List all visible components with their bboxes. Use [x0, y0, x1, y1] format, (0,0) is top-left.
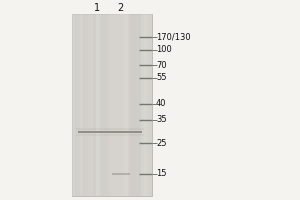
Bar	[80, 14, 83, 196]
Bar	[93, 14, 96, 196]
Bar	[75, 14, 77, 196]
Bar	[133, 14, 136, 196]
Text: 100: 100	[156, 46, 172, 54]
Bar	[141, 14, 144, 196]
Bar	[76, 128, 144, 130]
Bar	[149, 14, 152, 196]
Bar	[131, 14, 133, 196]
Bar	[88, 14, 91, 196]
Bar	[96, 14, 99, 196]
Bar	[112, 14, 115, 196]
Text: 15: 15	[156, 170, 166, 178]
Text: 35: 35	[156, 116, 166, 124]
Bar	[76, 134, 144, 136]
Text: 25: 25	[156, 138, 166, 148]
Text: 2: 2	[117, 3, 123, 13]
Text: 55: 55	[156, 73, 166, 82]
Bar	[77, 14, 80, 196]
Bar	[144, 14, 147, 196]
Bar	[104, 14, 107, 196]
Bar	[123, 14, 125, 196]
Bar	[120, 14, 123, 196]
Text: 170/130: 170/130	[156, 32, 190, 42]
Text: 40: 40	[156, 99, 166, 108]
Bar	[72, 14, 152, 196]
Bar	[128, 14, 131, 196]
Bar	[139, 14, 141, 196]
Bar	[109, 14, 112, 196]
Bar	[115, 14, 117, 196]
Bar	[91, 14, 93, 196]
Bar	[99, 14, 101, 196]
Bar	[72, 14, 75, 196]
Text: 1: 1	[94, 3, 100, 13]
Bar	[78, 131, 142, 133]
Text: 70: 70	[156, 60, 166, 70]
Bar	[136, 14, 139, 196]
Bar	[83, 14, 85, 196]
Bar	[112, 173, 130, 175]
Bar	[85, 14, 88, 196]
Bar	[117, 14, 120, 196]
Bar	[101, 14, 104, 196]
Bar	[125, 14, 128, 196]
Bar	[110, 14, 130, 196]
Bar	[147, 14, 149, 196]
Bar	[107, 14, 109, 196]
